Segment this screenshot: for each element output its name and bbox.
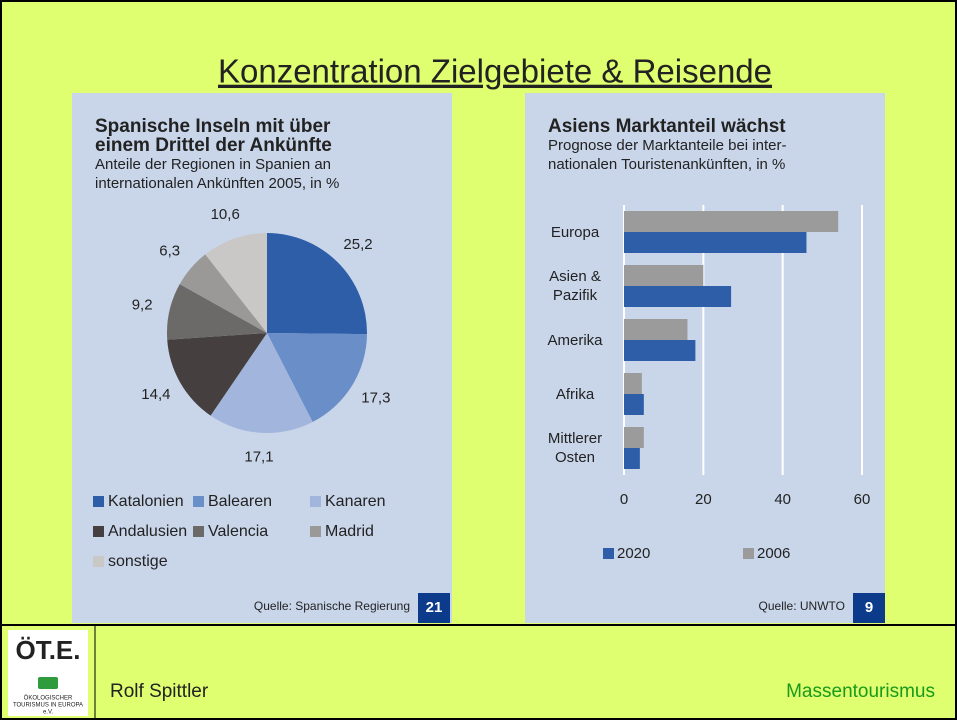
data-label: 6,3: [159, 243, 180, 260]
logo-text: e.V.: [43, 710, 53, 716]
legend-label: Valencia: [208, 523, 268, 540]
bar: [624, 286, 732, 307]
bar: [624, 265, 704, 286]
bar: [624, 427, 644, 448]
pie-slice: [205, 233, 267, 333]
data-label: 17,3: [361, 390, 390, 407]
chart-title: Asiens Marktanteil wächst: [548, 116, 786, 137]
legend-label: 2006: [757, 545, 790, 562]
logo-text: TOURISMUS IN EUROPA: [13, 703, 83, 709]
pie-slice: [167, 284, 267, 340]
source: Quelle: Spanische Regierung: [254, 599, 410, 613]
pie-slice: [267, 233, 367, 335]
bar: [624, 394, 644, 415]
bar: [624, 448, 640, 469]
bar: [624, 340, 696, 361]
legend-swatch: [603, 548, 614, 559]
x-tick-label: 20: [695, 491, 712, 508]
legend-label: Katalonien: [108, 493, 184, 510]
bar: [624, 319, 688, 340]
bar: [624, 232, 807, 253]
legend-label: Kanaren: [325, 493, 386, 510]
badge: [418, 593, 450, 623]
y-tick-label: Afrika: [555, 385, 595, 403]
x-tick-label: 0: [620, 491, 628, 508]
badge-number: 21: [426, 599, 443, 616]
pie-slice: [179, 254, 267, 333]
legend-label: 2020: [617, 545, 650, 562]
y-tick-label: Amerika: [547, 331, 603, 349]
chart-subtitle: internationalen Ankünften 2005, in %: [95, 175, 339, 192]
panel: [525, 93, 885, 623]
bar: [624, 211, 839, 232]
x-tick-label: 40: [774, 491, 791, 508]
legend-label: Andalusien: [108, 523, 187, 540]
data-label: 10,6: [211, 206, 240, 223]
data-label: 25,2: [343, 236, 372, 253]
logo-box: [8, 630, 88, 716]
badge: [853, 593, 885, 623]
legend-label: sonstige: [108, 553, 168, 570]
logo-icon: [38, 677, 58, 689]
topic: Massentourismus: [786, 681, 935, 702]
legend-label: Madrid: [325, 523, 374, 540]
legend-label: Balearen: [208, 493, 272, 510]
y-tick-label: Europa: [550, 223, 600, 241]
chart-title: einem Drittel der Ankünfte: [95, 135, 332, 156]
x-tick-label: 60: [854, 491, 871, 508]
legend-swatch: [193, 526, 204, 537]
author: Rolf Spittler: [110, 681, 209, 702]
slide-title: Konzentration Zielgebiete & Reisende: [218, 53, 772, 90]
legend-swatch: [310, 526, 321, 537]
legend-swatch: [193, 496, 204, 507]
pie-slice: [210, 333, 313, 433]
data-label: 17,1: [244, 449, 273, 466]
chart-subtitle: nationalen Touristenankünften, in %: [548, 156, 785, 173]
data-label: 14,4: [141, 386, 170, 403]
pie-slice: [167, 333, 267, 416]
legend-swatch: [310, 496, 321, 507]
data-label: 9,2: [132, 297, 153, 314]
legend-swatch: [93, 526, 104, 537]
badge-number: 9: [865, 599, 873, 616]
y-tick-label: Asien & Pazifik: [549, 268, 601, 304]
pie-slice: [267, 333, 367, 422]
legend-swatch: [743, 548, 754, 559]
logo-mark: ÖT.E.: [15, 635, 80, 665]
source: Quelle: UNWTO: [759, 599, 845, 613]
bar: [624, 373, 642, 394]
legend-swatch: [93, 556, 104, 567]
legend-swatch: [93, 496, 104, 507]
chart-subtitle: Prognose der Marktanteile bei inter-: [548, 137, 786, 154]
chart-subtitle: Anteile der Regionen in Spanien an: [95, 156, 331, 173]
y-tick-label: Mittlerer Osten: [547, 430, 603, 466]
logo-text: ÖKOLOGISCHER: [24, 695, 73, 702]
chart-title: Spanische Inseln mit über: [95, 116, 331, 137]
